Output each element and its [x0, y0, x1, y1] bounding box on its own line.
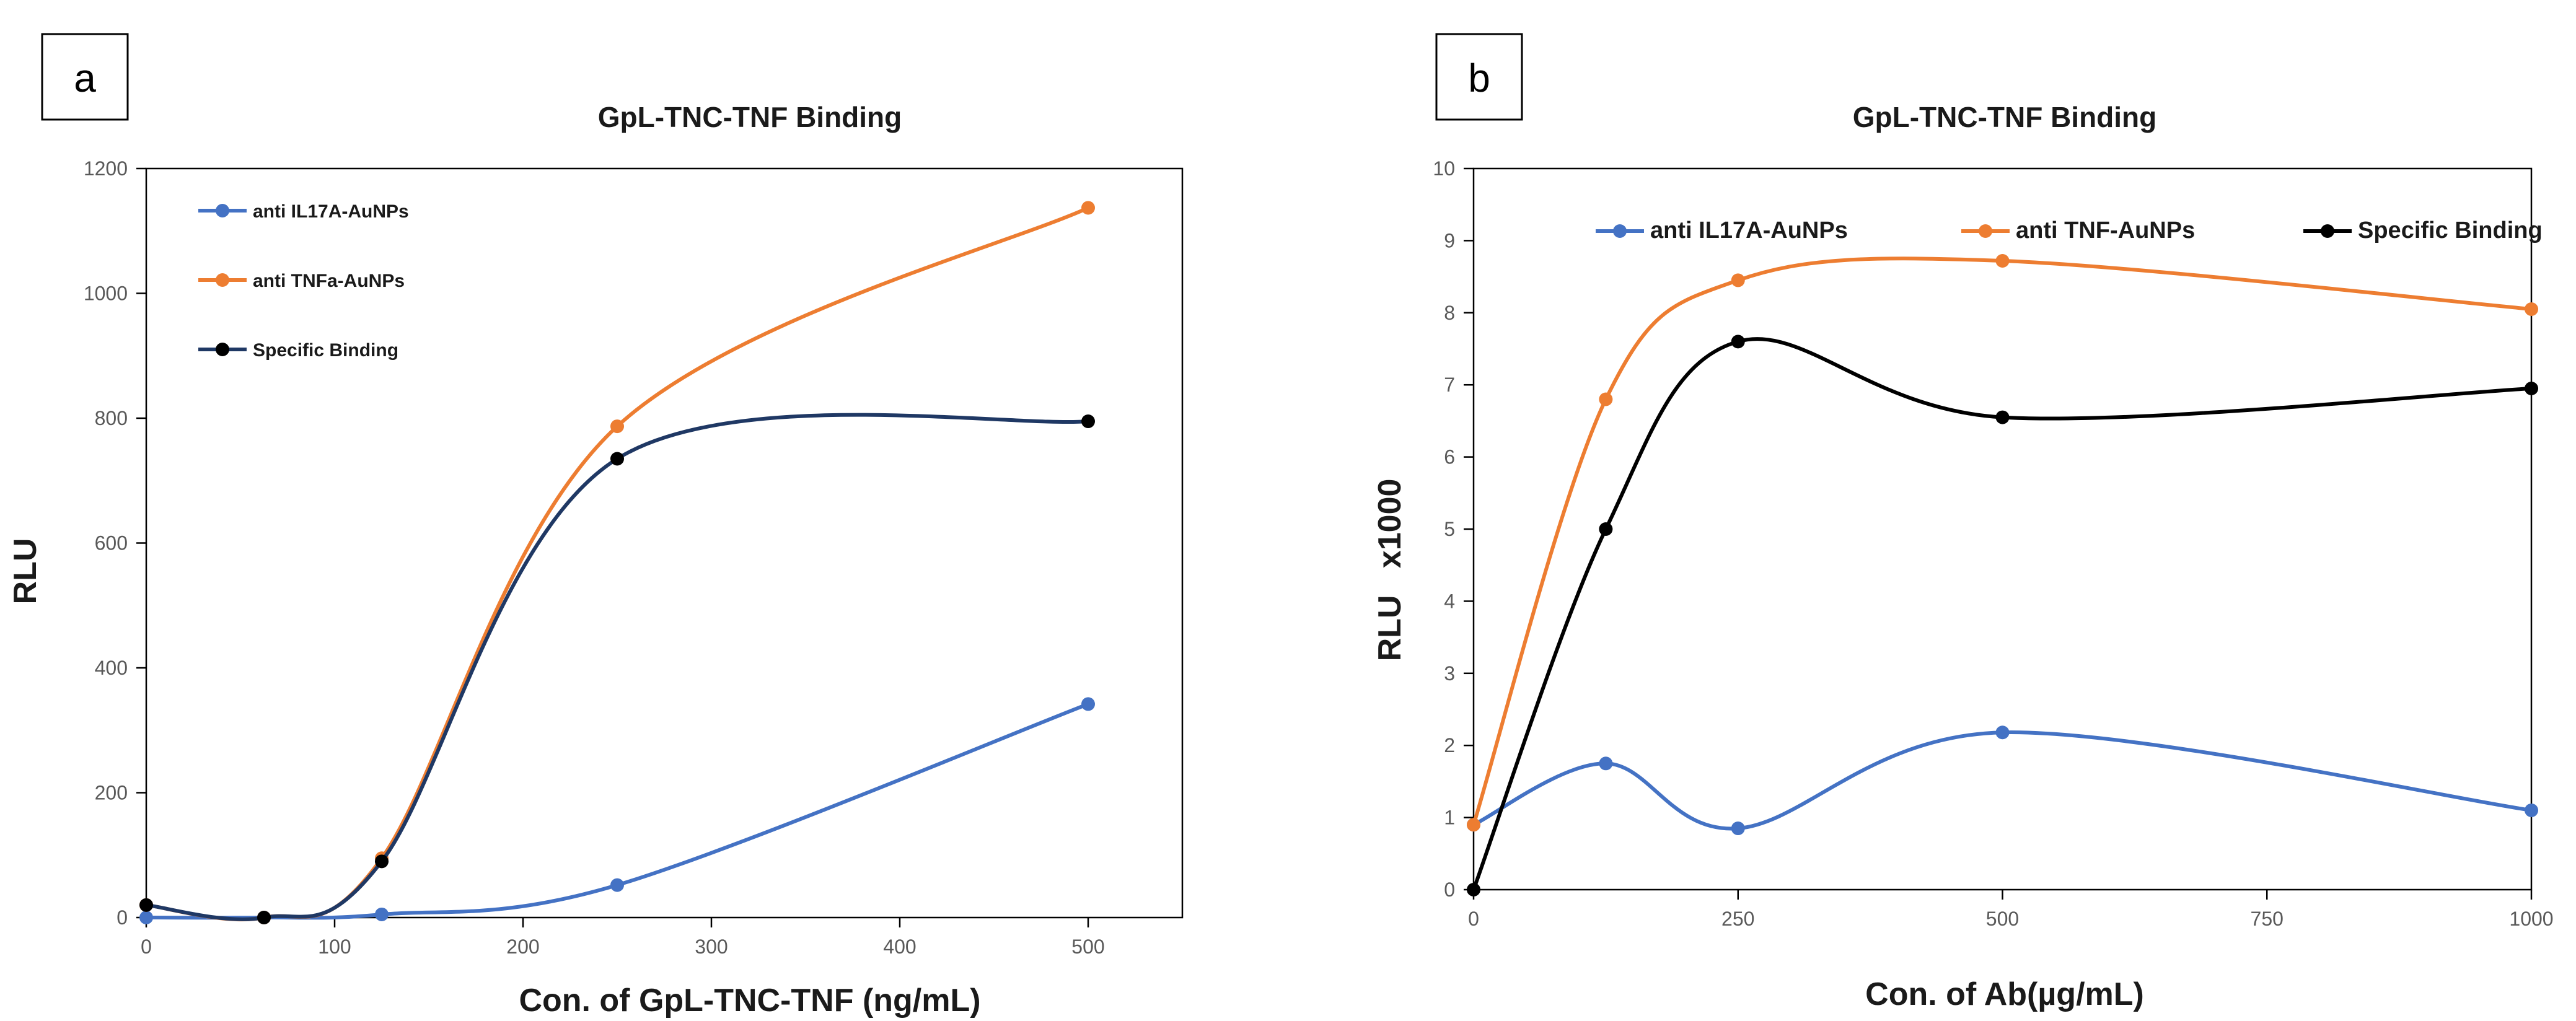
legend-marker — [216, 273, 229, 287]
y-tick-label: 600 — [95, 532, 128, 554]
chart-title-a: GpL-TNC-TNF Binding — [598, 101, 902, 133]
y-axis-label-a: RLU — [7, 538, 43, 605]
data-point — [1081, 697, 1095, 711]
data-point — [2525, 803, 2538, 817]
y-tick-label: 1200 — [84, 157, 128, 180]
y-tick-label: 400 — [95, 657, 128, 679]
legend-label: anti IL17A-AuNPs — [1650, 217, 1848, 243]
panel-label-box-b — [1435, 33, 1523, 121]
panel-label-b: b — [1468, 56, 1490, 100]
y-tick-label: 9 — [1444, 229, 1455, 252]
x-tick-label: 100 — [318, 936, 351, 958]
data-point — [1731, 335, 1745, 349]
y-tick-label: 6 — [1444, 446, 1455, 468]
data-point — [139, 911, 153, 924]
data-point — [1467, 818, 1480, 832]
y-tick-label: 1 — [1444, 807, 1455, 829]
legend-marker — [2321, 224, 2334, 238]
data-point — [1081, 201, 1095, 215]
data-point — [375, 907, 389, 921]
legend-marker — [216, 204, 229, 217]
chart-panel-a: a GpL-TNC-TNF Binding Con. of GpL-TNC-TN… — [7, 33, 1184, 1019]
series-line-2 — [1472, 256, 2533, 827]
series-line-2 — [144, 206, 1090, 922]
x-tick-label: 0 — [141, 936, 152, 958]
x-axis-label-b: Con. of Ab(µg/mL) — [1865, 976, 2144, 1012]
legend-marker — [1979, 224, 1992, 238]
x-tick-label: 500 — [1986, 908, 2019, 930]
y-tick-label: 3 — [1444, 662, 1455, 685]
chart-panel-b: b GpL-TNC-TNF Binding Con. of Ab(µg/mL) … — [1372, 33, 2554, 1012]
legend-label: Specific Binding — [2358, 217, 2543, 243]
y-tick-label: 200 — [95, 782, 128, 804]
legend-label: Specific Binding — [253, 340, 398, 361]
x-tick-label: 200 — [506, 936, 539, 958]
data-point — [1599, 392, 1613, 406]
data-point — [610, 452, 624, 466]
x-axis-label-a: Con. of GpL-TNC-TNF (ng/mL) — [519, 983, 980, 1019]
panel-label-box-a — [41, 33, 129, 121]
data-point — [139, 898, 153, 912]
y-tick-label: 7 — [1444, 374, 1455, 396]
data-point — [2525, 382, 2538, 396]
series-line-1 — [1472, 730, 2533, 831]
data-point — [1599, 522, 1613, 536]
plot-area-b: 0 1 2 3 4 5 6 7 8 9 10 0 250 500 750 1000 anti IL17A-AuN… — [1433, 157, 2553, 930]
panel-label-a: a — [74, 56, 96, 100]
x-tick-label: 400 — [883, 936, 916, 958]
data-point — [1081, 414, 1095, 429]
y-tick-label: 10 — [1433, 157, 1455, 180]
series-line-3 — [144, 413, 1090, 921]
y-tick-label: 800 — [95, 407, 128, 429]
x-tick-label: 250 — [1721, 908, 1754, 930]
data-point — [1995, 410, 2010, 424]
y-tick-label: 4 — [1444, 590, 1455, 612]
y-tick-label: 2 — [1444, 734, 1455, 756]
data-point — [1731, 273, 1745, 287]
y-axis-label-b: RLU x1000 — [1372, 479, 1408, 662]
data-point — [1599, 756, 1613, 771]
x-tick-label: 0 — [1468, 908, 1479, 930]
legend-marker — [216, 343, 229, 356]
data-point — [610, 419, 624, 434]
y-tick-label: 1000 — [84, 283, 128, 305]
y-tick-label: 0 — [116, 906, 128, 929]
x-tick-label: 300 — [695, 936, 728, 958]
legend-label: anti TNF-AuNPs — [2016, 217, 2195, 243]
chart-title-b: GpL-TNC-TNF Binding — [1853, 101, 2157, 133]
legend-marker — [1613, 224, 1627, 238]
x-tick-label: 500 — [1071, 936, 1104, 958]
x-tick-label: 1000 — [2509, 908, 2553, 930]
y-tick-label: 8 — [1444, 302, 1455, 324]
data-point — [1995, 725, 2010, 740]
x-tick-label: 750 — [2251, 908, 2284, 930]
legend-label: anti IL17A-AuNPs — [253, 201, 409, 222]
data-point — [2525, 302, 2538, 316]
data-point — [1467, 883, 1480, 896]
data-point — [1731, 822, 1745, 836]
y-tick-label: 0 — [1444, 879, 1455, 901]
plot-area-a: 0 200 400 600 800 1000 1200 0 100 200 300 400 500 ant… — [84, 157, 1184, 958]
legend-label: anti TNFa-AuNPs — [253, 271, 405, 291]
data-point — [610, 878, 624, 892]
data-point — [375, 854, 389, 869]
y-tick-label: 5 — [1444, 518, 1455, 540]
series-line-3 — [1472, 337, 2533, 892]
data-point — [1995, 253, 2010, 268]
data-point — [257, 911, 271, 924]
